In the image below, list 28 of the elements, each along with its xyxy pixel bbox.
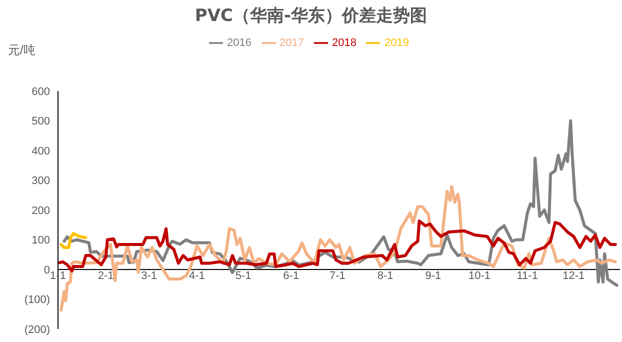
y-tick-label: 0 <box>44 264 50 276</box>
x-tick-label: 7-1 <box>330 270 346 282</box>
x-tick-label: 9-1 <box>425 270 442 282</box>
legend-label: 2018 <box>332 36 356 49</box>
y-tick-label: 100 <box>32 234 50 247</box>
x-tick-label: 3-1 <box>141 270 158 282</box>
legend-label: 2017 <box>280 36 304 49</box>
legend-label: 2016 <box>227 36 252 49</box>
x-tick-label: 2-1 <box>98 270 114 282</box>
x-tick-label: 4-1 <box>189 270 205 282</box>
y-tick-label: 600 <box>32 86 50 98</box>
y-tick-label: 400 <box>32 145 50 158</box>
line-series <box>58 220 617 272</box>
legend-label: 2019 <box>384 36 409 49</box>
chart-title: PVC（华南-华东）价差走势图 <box>194 5 428 27</box>
y-tick-label: 300 <box>32 175 50 188</box>
y-tick-label: 500 <box>32 116 50 128</box>
y-tick-label: 200 <box>32 204 50 217</box>
line-series <box>60 232 88 249</box>
y-axis-title: 元/吨 <box>8 42 36 59</box>
x-tick-label: 12-1 <box>562 270 585 282</box>
x-tick-label: 6-1 <box>283 270 300 282</box>
x-tick-label: 8-1 <box>377 270 394 282</box>
x-tick-label: 10-1 <box>468 270 491 282</box>
x-tick-label: 11-1 <box>516 270 538 282</box>
x-tick-label: 5-1 <box>235 270 252 282</box>
y-tick-label: (100) <box>24 294 50 306</box>
y-tick-label: (200) <box>24 324 50 336</box>
